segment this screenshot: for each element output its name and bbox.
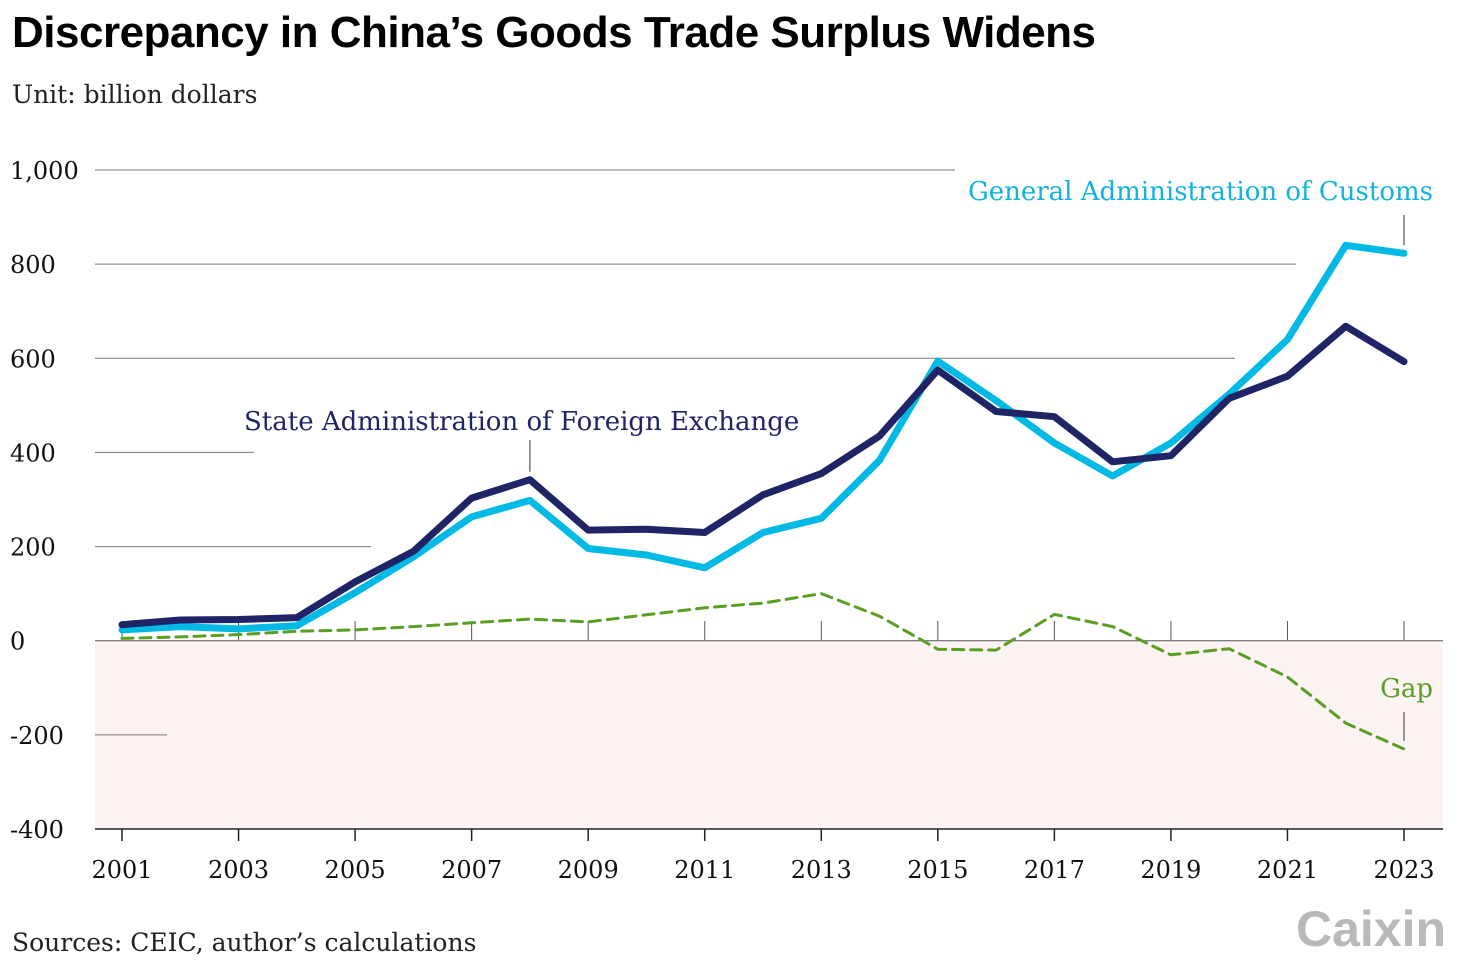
x-tick-label: 2023 (1373, 856, 1434, 884)
negative-region (95, 640, 1443, 829)
unit-label: Unit: billion dollars (12, 80, 258, 109)
customs-series-label: General Administration of Customs (968, 177, 1433, 207)
x-tick-label: 2007 (441, 856, 502, 884)
chart-title: Discrepancy in China’s Goods Trade Surpl… (12, 8, 1096, 57)
x-tick-label: 2021 (1257, 856, 1318, 884)
y-tick-label: 1,000 (10, 157, 79, 185)
x-tick-label: 2017 (1024, 856, 1085, 884)
series-line-0 (118, 322, 1408, 629)
x-tick-label: 2009 (558, 856, 619, 884)
caixin-logo: Caixin (1296, 901, 1447, 957)
y-tick-label: 0 (10, 628, 25, 656)
gap-series-label: Gap (1380, 674, 1433, 704)
sources-note: Sources: CEIC, author’s calculations (12, 928, 477, 957)
safe-series-label: State Administration of Foreign Exchange (244, 407, 799, 437)
y-tick-label: 200 (10, 534, 56, 562)
x-tick-label: 2005 (325, 856, 386, 884)
series-line-1 (118, 241, 1408, 634)
x-tick-label: 2003 (208, 856, 269, 884)
y-tick-label: 400 (10, 439, 56, 467)
series-line-2 (120, 592, 1406, 751)
x-tick-label: 2015 (907, 856, 968, 884)
y-tick-label: 800 (10, 251, 56, 279)
y-tick-label: -200 (10, 722, 64, 750)
x-tick-label: 2001 (91, 856, 152, 884)
x-tick-label: 2013 (791, 856, 852, 884)
y-tick-label: 600 (10, 345, 56, 373)
x-tick-label: 2011 (674, 856, 735, 884)
x-tick-label: 2019 (1140, 856, 1201, 884)
y-tick-label: -400 (10, 816, 64, 844)
